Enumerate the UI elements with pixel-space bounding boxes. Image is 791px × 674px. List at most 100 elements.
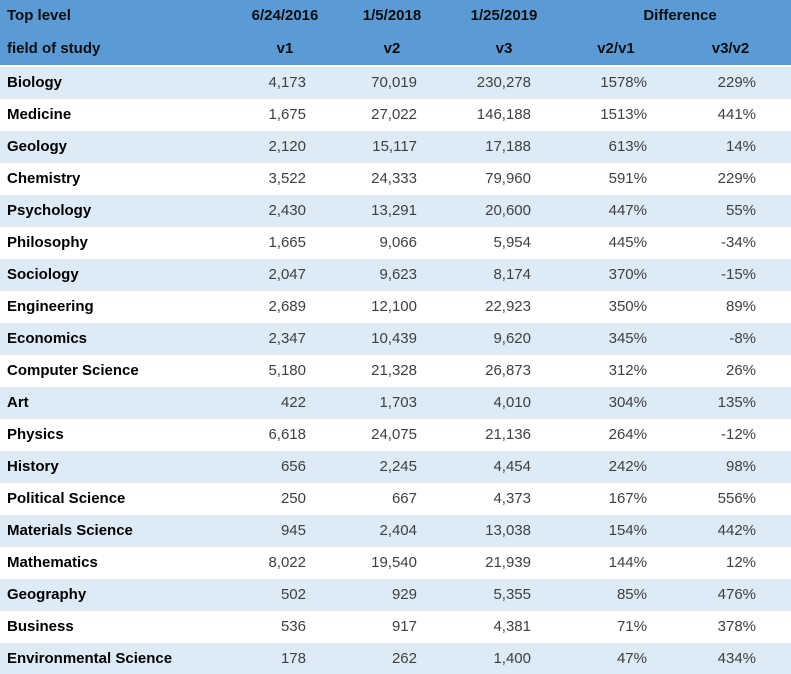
cell-v2v1-diff[interactable]: 304% [608, 394, 647, 411]
cell-v3-value[interactable]: 4,010 [493, 394, 531, 411]
cell-v3-value[interactable]: 26,873 [485, 362, 531, 379]
cell-v2-value[interactable]: 24,333 [371, 170, 417, 187]
cell-v3-value[interactable]: 22,923 [485, 298, 531, 315]
cell-v3v2-diff[interactable]: 476% [717, 586, 757, 603]
cell-v2-value[interactable]: 24,075 [371, 426, 417, 443]
cell-v3v2-diff[interactable]: 434% [717, 650, 757, 667]
cell-field-name[interactable]: Chemistry [7, 170, 81, 187]
cell-v2-value[interactable]: 917 [391, 618, 417, 635]
cell-v2-value[interactable]: 10,439 [371, 330, 417, 347]
cell-v2-value[interactable]: 929 [391, 586, 417, 603]
cell-v2v1-diff[interactable]: 350% [608, 298, 647, 315]
header-v3v2[interactable]: v3/v2 [660, 32, 791, 67]
cell-v3-value[interactable]: 79,960 [485, 170, 531, 187]
cell-field-name[interactable]: Physics [7, 426, 64, 443]
cell-v3-value[interactable]: 17,188 [485, 138, 531, 155]
cell-v1-value[interactable]: 536 [280, 618, 306, 635]
cell-field-name[interactable]: Environmental Science [7, 650, 173, 667]
cell-v3-value[interactable]: 1,400 [493, 650, 531, 667]
cell-v1-value[interactable]: 2,689 [268, 298, 306, 315]
cell-v1-value[interactable]: 6,618 [268, 426, 306, 443]
cell-v3v2-diff[interactable]: 26% [725, 362, 757, 379]
cell-field-name[interactable]: Art [7, 394, 29, 411]
header-top-level[interactable]: Top level [0, 0, 222, 32]
cell-field-name[interactable]: Economics [7, 330, 88, 347]
cell-v3v2-diff[interactable]: 12% [725, 554, 757, 571]
cell-v2v1-diff[interactable]: 85% [616, 586, 647, 603]
cell-v1-value[interactable]: 2,430 [268, 202, 306, 219]
cell-v3-value[interactable]: 21,136 [485, 426, 531, 443]
cell-v3-value[interactable]: 146,188 [476, 106, 531, 123]
cell-v1-value[interactable]: 4,173 [268, 74, 306, 91]
cell-v1-value[interactable]: 945 [280, 522, 306, 539]
cell-v2-value[interactable]: 12,100 [371, 298, 417, 315]
cell-v3v2-diff[interactable]: 14% [725, 138, 757, 155]
cell-v1-value[interactable]: 8,022 [268, 554, 306, 571]
cell-v3-value[interactable]: 4,381 [493, 618, 531, 635]
cell-v1-value[interactable]: 656 [280, 458, 306, 475]
cell-v1-value[interactable]: 178 [280, 650, 306, 667]
cell-field-name[interactable]: History [7, 458, 59, 475]
cell-v3-value[interactable]: 9,620 [493, 330, 531, 347]
cell-v1-value[interactable]: 5,180 [268, 362, 306, 379]
cell-v1-value[interactable]: 2,347 [268, 330, 306, 347]
cell-field-name[interactable]: Biology [7, 74, 62, 91]
cell-field-name[interactable]: Materials Science [7, 522, 133, 539]
header-v3[interactable]: v3 [436, 32, 542, 67]
cell-v2-value[interactable]: 27,022 [371, 106, 417, 123]
cell-v2v1-diff[interactable]: 447% [608, 202, 647, 219]
cell-v3-value[interactable]: 8,174 [493, 266, 531, 283]
cell-v2v1-diff[interactable]: 167% [608, 490, 647, 507]
cell-field-name[interactable]: Political Science [7, 490, 126, 507]
cell-v2-value[interactable]: 70,019 [371, 74, 417, 91]
cell-v3v2-diff[interactable]: -15% [720, 266, 757, 283]
cell-v3-value[interactable]: 4,454 [493, 458, 531, 475]
cell-v2v1-diff[interactable]: 370% [608, 266, 647, 283]
cell-v3v2-diff[interactable]: 89% [725, 298, 757, 315]
cell-v1-value[interactable]: 422 [280, 394, 306, 411]
cell-v3v2-diff[interactable]: 135% [717, 394, 757, 411]
cell-v2-value[interactable]: 21,328 [371, 362, 417, 379]
cell-v1-value[interactable]: 1,665 [268, 234, 306, 251]
cell-v3-value[interactable]: 230,278 [476, 74, 531, 91]
cell-v3v2-diff[interactable]: 378% [717, 618, 757, 635]
cell-v2-value[interactable]: 9,623 [379, 266, 417, 283]
cell-v2v1-diff[interactable]: 1578% [600, 74, 647, 91]
cell-v2-value[interactable]: 2,404 [379, 522, 417, 539]
cell-v2-value[interactable]: 13,291 [371, 202, 417, 219]
cell-v2v1-diff[interactable]: 445% [608, 234, 647, 251]
cell-v2v1-diff[interactable]: 154% [608, 522, 647, 539]
cell-v2-value[interactable]: 262 [391, 650, 417, 667]
header-date-v1[interactable]: 6/24/2016 [222, 0, 334, 32]
header-v1[interactable]: v1 [222, 32, 334, 67]
cell-v2v1-diff[interactable]: 71% [616, 618, 647, 635]
header-difference[interactable]: Difference [542, 0, 791, 32]
cell-v3v2-diff[interactable]: 55% [725, 202, 757, 219]
header-field-of-study[interactable]: field of study [0, 32, 222, 67]
cell-field-name[interactable]: Geography [7, 586, 87, 603]
cell-field-name[interactable]: Philosophy [7, 234, 88, 251]
cell-v2v1-diff[interactable]: 345% [608, 330, 647, 347]
cell-field-name[interactable]: Medicine [7, 106, 72, 123]
header-date-v2[interactable]: 1/5/2018 [334, 0, 436, 32]
header-v2v1[interactable]: v2/v1 [542, 32, 660, 67]
cell-v2-value[interactable]: 2,245 [379, 458, 417, 475]
cell-v2-value[interactable]: 9,066 [379, 234, 417, 251]
cell-v1-value[interactable]: 2,047 [268, 266, 306, 283]
cell-v3-value[interactable]: 13,038 [485, 522, 531, 539]
cell-v2-value[interactable]: 1,703 [379, 394, 417, 411]
cell-v3v2-diff[interactable]: -8% [729, 330, 757, 347]
cell-v1-value[interactable]: 3,522 [268, 170, 306, 187]
cell-field-name[interactable]: Psychology [7, 202, 92, 219]
cell-v3v2-diff[interactable]: -34% [720, 234, 757, 251]
cell-v3v2-diff[interactable]: -12% [720, 426, 757, 443]
cell-v2v1-diff[interactable]: 1513% [600, 106, 647, 123]
cell-v2v1-diff[interactable]: 144% [608, 554, 647, 571]
cell-v3-value[interactable]: 21,939 [485, 554, 531, 571]
header-v2[interactable]: v2 [334, 32, 436, 67]
cell-field-name[interactable]: Mathematics [7, 554, 98, 571]
cell-v3v2-diff[interactable]: 442% [717, 522, 757, 539]
cell-v3-value[interactable]: 4,373 [493, 490, 531, 507]
cell-v2-value[interactable]: 19,540 [371, 554, 417, 571]
cell-v2-value[interactable]: 667 [391, 490, 417, 507]
